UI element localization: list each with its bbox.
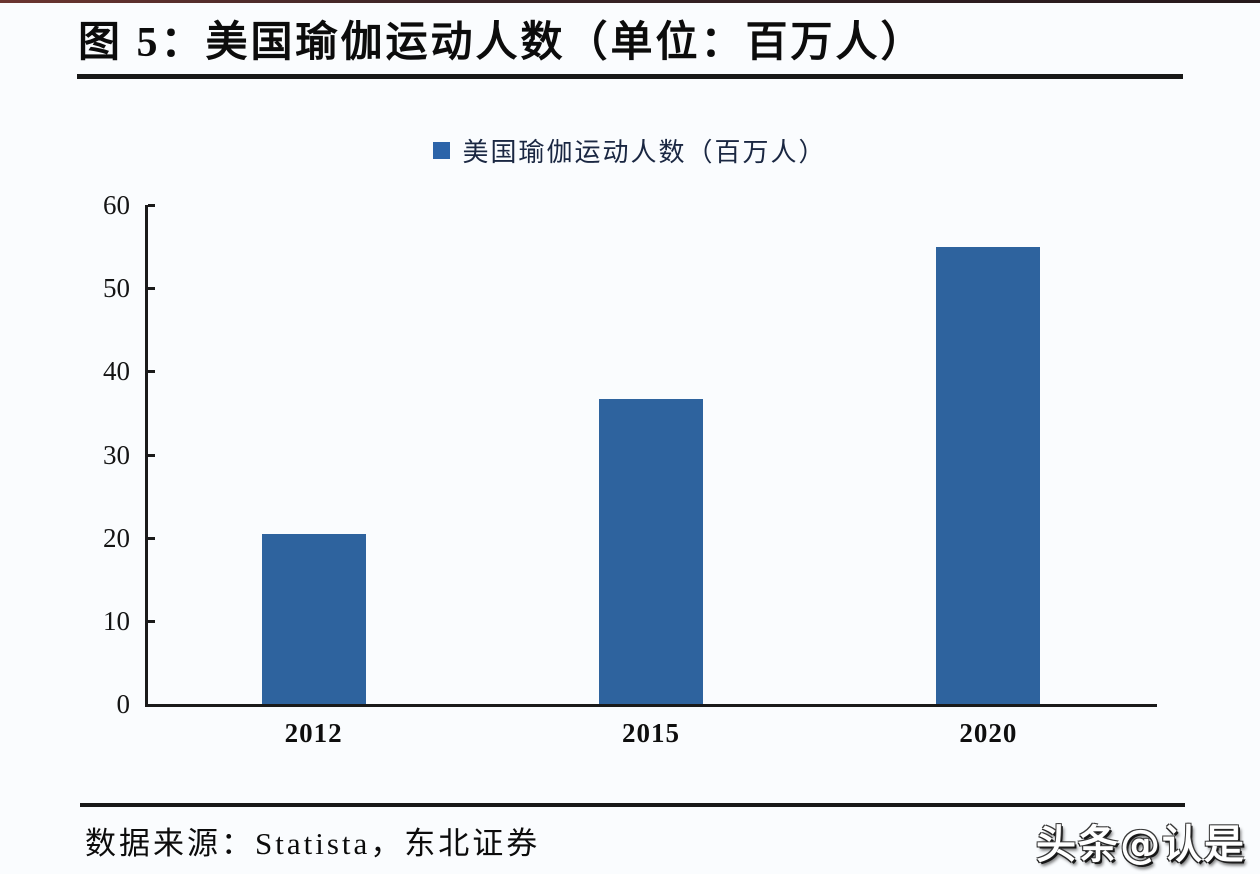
y-tick-label: 10 bbox=[103, 605, 130, 636]
figure-title: 图 5：美国瑜伽运动人数（单位：百万人） bbox=[78, 20, 926, 66]
bar-2020 bbox=[936, 246, 1041, 704]
y-tick-mark bbox=[148, 370, 155, 374]
data-source-text: 数据来源：Statista，东北证券 bbox=[85, 826, 541, 861]
legend-label: 美国瑜伽运动人数（百万人） bbox=[462, 138, 827, 167]
title-underline bbox=[77, 74, 1183, 79]
y-tick-label: 40 bbox=[103, 356, 130, 387]
y-tick-label: 50 bbox=[103, 273, 130, 304]
footer-divider bbox=[80, 803, 1185, 807]
watermark-text: 头条@认是 bbox=[1036, 822, 1246, 868]
y-tick-mark bbox=[148, 453, 155, 457]
bar-2012 bbox=[261, 534, 366, 704]
x-tick-label: 2015 bbox=[622, 718, 680, 748]
legend-square-icon bbox=[433, 142, 451, 159]
y-tick-mark bbox=[148, 287, 155, 291]
y-axis-line bbox=[145, 205, 148, 704]
bar-2015 bbox=[599, 398, 703, 704]
y-tick-label: 20 bbox=[103, 522, 130, 553]
y-tick-mark bbox=[148, 536, 155, 540]
x-tick-label: 2012 bbox=[284, 718, 343, 748]
y-tick-label: 0 bbox=[116, 689, 131, 719]
page-top-edge bbox=[0, 0, 1260, 3]
y-tick-label: 30 bbox=[103, 439, 130, 470]
chart-legend: 美国瑜伽运动人数（百万人） bbox=[0, 132, 1260, 169]
x-axis-line bbox=[145, 704, 1157, 707]
y-tick-mark bbox=[148, 619, 155, 623]
y-tick-label: 60 bbox=[103, 190, 130, 220]
y-tick-mark bbox=[148, 204, 155, 207]
x-tick-label: 2020 bbox=[959, 718, 1018, 748]
